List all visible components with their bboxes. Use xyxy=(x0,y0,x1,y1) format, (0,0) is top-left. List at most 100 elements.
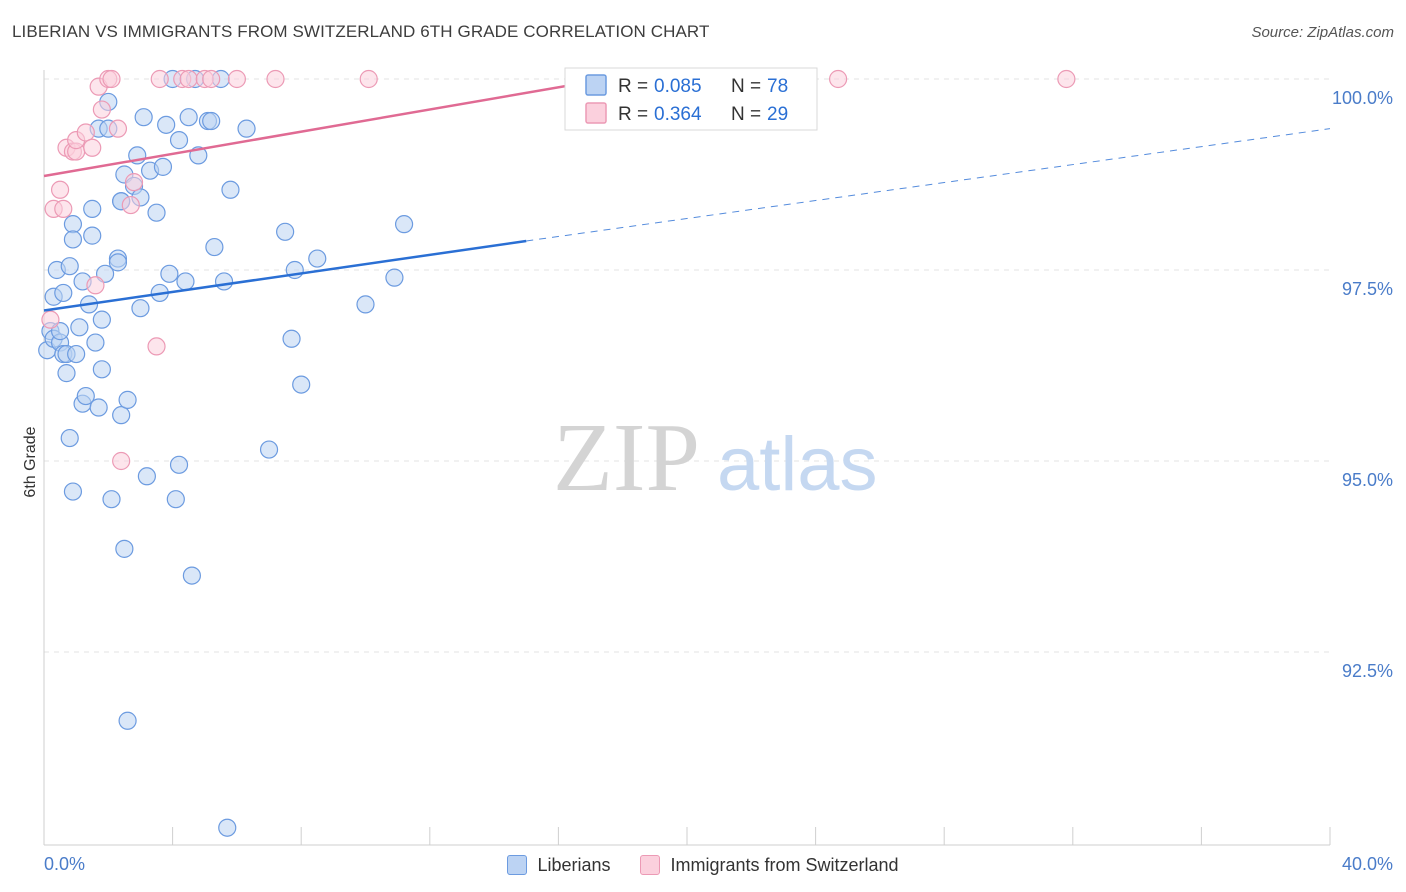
point-liberians-11 xyxy=(60,257,79,276)
chart-title: LIBERIAN VS IMMIGRANTS FROM SWITZERLAND … xyxy=(12,22,710,41)
point-switzerland-8 xyxy=(76,123,95,142)
legend-label-switzerland: Immigrants from Switzerland xyxy=(670,854,899,875)
point-switzerland-12 xyxy=(92,100,111,119)
y-tick-label-3: 92.5% xyxy=(1342,661,1393,681)
watermark-zip: ZIP xyxy=(553,404,700,512)
watermark: ZIP atlas xyxy=(553,404,878,512)
point-liberians-37 xyxy=(112,406,131,425)
trend-line-liberians xyxy=(43,239,527,312)
legend-swatch-liberians xyxy=(507,855,528,875)
trend-line-liberians-extension xyxy=(526,128,1331,242)
point-switzerland-26 xyxy=(266,69,285,89)
stats-r-label-2: R = xyxy=(618,104,648,125)
stats-legend-box xyxy=(564,67,818,131)
stats-legend: R = 0.085 N = 78 R = 0.364 N = 29 xyxy=(564,67,818,131)
point-switzerland-9 xyxy=(83,138,102,157)
point-liberians-46 xyxy=(134,108,153,127)
point-liberians-79 xyxy=(394,215,414,234)
point-liberians-67 xyxy=(214,272,234,291)
data-points xyxy=(38,69,1076,837)
stats-n-value-2: 29 xyxy=(767,104,788,125)
point-switzerland-28 xyxy=(829,69,848,89)
point-liberians-75 xyxy=(292,375,311,394)
legend-item-switzerland[interactable]: Immigrants from Switzerland xyxy=(640,854,899,876)
point-switzerland-27 xyxy=(359,69,378,89)
point-liberians-14 xyxy=(60,428,79,448)
y-axis-label: 6th Grade xyxy=(22,426,39,497)
point-liberians-8 xyxy=(54,283,73,303)
series-legend: Liberians Immigrants from Switzerland xyxy=(0,851,1406,879)
point-liberians-65 xyxy=(205,237,224,257)
point-liberians-13 xyxy=(63,230,83,249)
point-switzerland-22 xyxy=(179,69,198,89)
point-liberians-59 xyxy=(179,108,198,127)
point-liberians-41 xyxy=(118,390,137,409)
point-liberians-68 xyxy=(218,818,237,837)
point-liberians-16 xyxy=(67,344,86,364)
y-tick-label-0: 100.0% xyxy=(1332,88,1393,108)
point-liberians-69 xyxy=(221,180,240,199)
chart-source: Source: ZipAtlas.com xyxy=(1251,24,1394,41)
point-switzerland-14 xyxy=(102,69,121,89)
point-switzerland-0 xyxy=(41,310,60,329)
point-liberians-64 xyxy=(202,111,221,131)
trend-line-switzerland xyxy=(43,77,607,178)
point-switzerland-20 xyxy=(150,69,169,89)
point-switzerland-25 xyxy=(227,69,246,89)
stats-r-label-1: R = xyxy=(618,76,648,97)
x-tick-label-min: 0.0% xyxy=(44,854,85,874)
stats-r-value-1: 0.085 xyxy=(654,76,702,97)
point-liberians-56 xyxy=(169,131,189,150)
point-liberians-39 xyxy=(115,539,134,558)
legend-swatch-switzerland xyxy=(640,855,661,875)
point-switzerland-15 xyxy=(108,119,128,138)
point-liberians-40 xyxy=(118,711,137,730)
point-liberians-58 xyxy=(176,272,195,291)
point-switzerland-17 xyxy=(121,195,140,215)
point-liberians-15 xyxy=(63,482,83,501)
point-liberians-20 xyxy=(76,386,95,406)
point-switzerland-29 xyxy=(1057,69,1076,89)
trend-lines xyxy=(43,77,1331,312)
point-liberians-55 xyxy=(166,490,185,509)
x-tick-label-max: 40.0% xyxy=(1342,854,1393,874)
point-liberians-45 xyxy=(131,299,150,318)
legend-label-liberians: Liberians xyxy=(537,854,611,875)
point-switzerland-18 xyxy=(124,173,144,192)
point-liberians-78 xyxy=(385,268,404,287)
point-liberians-23 xyxy=(83,226,102,245)
point-liberians-51 xyxy=(153,157,173,176)
point-liberians-57 xyxy=(169,455,189,474)
stats-n-label-1: N = xyxy=(731,76,761,97)
point-liberians-12 xyxy=(63,215,83,234)
point-liberians-70 xyxy=(237,119,256,138)
y-tick-labels: 100.0% 97.5% 95.0% 92.5% xyxy=(1332,88,1393,681)
point-liberians-49 xyxy=(147,203,166,222)
point-switzerland-19 xyxy=(147,337,166,356)
point-liberians-36 xyxy=(108,253,128,272)
point-liberians-53 xyxy=(160,264,179,283)
point-liberians-71 xyxy=(259,440,279,459)
point-switzerland-16 xyxy=(112,451,131,471)
point-liberians-73 xyxy=(282,329,301,348)
point-liberians-22 xyxy=(83,199,102,218)
point-switzerland-24 xyxy=(202,69,221,89)
point-liberians-60 xyxy=(182,566,201,585)
point-liberians-28 xyxy=(92,360,111,379)
y-tick-label-2: 95.0% xyxy=(1342,470,1393,490)
point-switzerland-2 xyxy=(50,180,70,199)
y-tick-label-1: 97.5% xyxy=(1342,279,1393,299)
watermark-atlas: atlas xyxy=(717,422,878,507)
stats-legend-swatch-pink xyxy=(585,102,607,124)
stats-r-value-2: 0.364 xyxy=(654,104,702,125)
point-liberians-25 xyxy=(89,398,108,417)
point-liberians-47 xyxy=(137,467,156,486)
grid-lines xyxy=(44,78,1330,653)
stats-n-value-1: 78 xyxy=(767,76,788,97)
axes xyxy=(43,70,1331,846)
legend-item-liberians[interactable]: Liberians xyxy=(507,855,610,876)
point-liberians-76 xyxy=(308,249,327,268)
point-liberians-72 xyxy=(276,222,295,241)
point-liberians-17 xyxy=(70,318,89,337)
